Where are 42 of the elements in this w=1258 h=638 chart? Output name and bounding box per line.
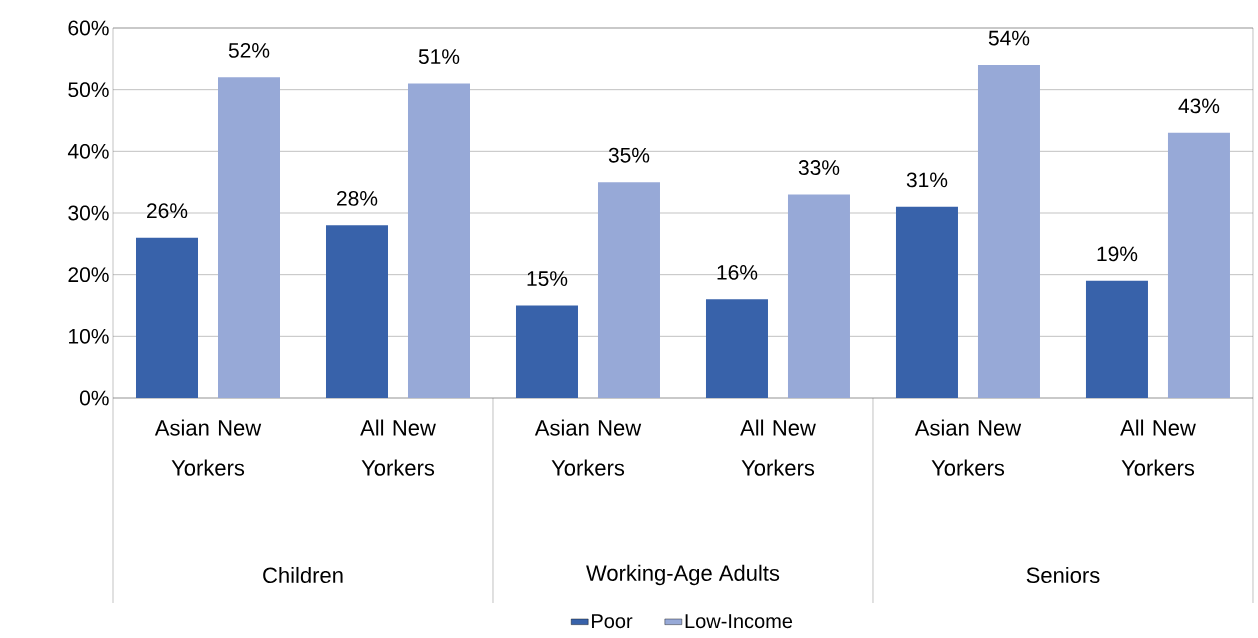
bar [895, 206, 958, 398]
data-label: 26% [147, 203, 188, 219]
data-label: 16% [717, 264, 758, 280]
data-label: 43% [1178, 98, 1220, 114]
data-label: 19% [1097, 246, 1138, 262]
x-tick-label: Asian New Yorkers [154, 419, 262, 476]
bar [136, 237, 198, 398]
y-tick-label: 40% [67, 143, 109, 159]
bar [325, 225, 388, 398]
bar [1167, 132, 1230, 398]
legend-label: Low-Income [685, 614, 793, 629]
bar [787, 194, 850, 398]
y-tick-label: 10% [69, 328, 109, 344]
data-label: 15% [527, 271, 568, 286]
text: Working-Age Adults [586, 564, 780, 586]
data-label: 33% [798, 160, 840, 175]
bar [597, 182, 660, 398]
text: Seniors [1026, 566, 1100, 584]
data-label: 52% [228, 42, 270, 58]
legend-label: Poor [592, 614, 633, 629]
text: Children [263, 566, 343, 584]
y-tick-label: 60% [68, 20, 109, 36]
bar [1085, 280, 1148, 398]
y-tick-label: 30% [68, 205, 109, 221]
x-tick-label: All New Yorkers [360, 419, 436, 476]
y-tick-label: 0% [79, 390, 109, 406]
x-tick-label: All New Yorkers [740, 419, 816, 476]
bar [407, 83, 470, 398]
y-tick-label: 20% [68, 267, 109, 283]
data-label: 54% [988, 30, 1030, 46]
bar [515, 305, 578, 398]
bar [977, 65, 1040, 398]
x-tick-label: Asian New Yorkers [534, 419, 642, 476]
data-label: 28% [337, 190, 378, 206]
x-tick-label: Asian New Yorkers [914, 419, 1022, 476]
bar [705, 299, 768, 398]
data-label: 35% [608, 147, 650, 163]
bar [218, 77, 280, 398]
x-tick-label: All New Yorkers [1120, 419, 1196, 476]
data-label: 51% [418, 49, 460, 64]
data-label: 31% [906, 172, 948, 188]
y-tick-label: 50% [68, 82, 109, 98]
